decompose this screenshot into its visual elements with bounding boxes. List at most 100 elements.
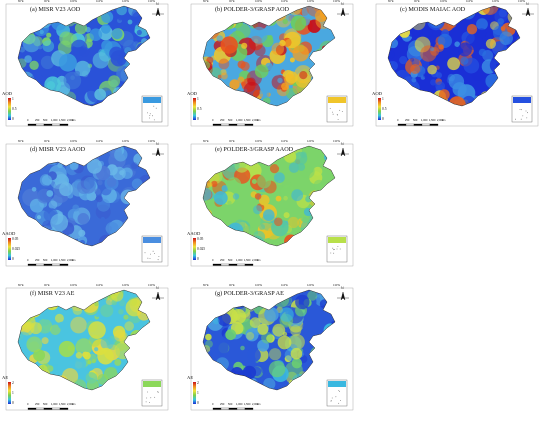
inset-fill — [143, 381, 161, 387]
inset-island — [341, 111, 343, 112]
scale-bar-segment — [228, 407, 238, 410]
scale-unit: km — [72, 259, 76, 262]
scale-unit: km — [257, 119, 261, 122]
china-outline — [17, 289, 151, 391]
map-svg — [5, 287, 169, 411]
scale-bar-segment — [244, 123, 254, 126]
inset-island — [520, 118, 522, 120]
inset-island — [154, 396, 156, 398]
scale-bar-segment — [35, 407, 45, 410]
scale-unit: km — [257, 259, 261, 262]
panel-title: (c) MODIS MAIAC AOD — [400, 6, 466, 13]
colorbar-tick: 2 — [12, 381, 14, 385]
colorbar — [8, 382, 11, 404]
scale-label: 1,500 — [59, 259, 66, 262]
colorbar-tick: 0.5 — [197, 107, 202, 111]
inset-island — [149, 402, 151, 403]
scale-label: 1,500 — [244, 403, 251, 406]
compass-icon — [522, 7, 534, 17]
scale-label: 250 — [35, 259, 40, 262]
lon-tick-label: 80°E — [18, 140, 24, 143]
scale-bar-segment — [236, 263, 246, 266]
map-frame — [5, 287, 169, 411]
lon-tick-label: 110°E — [96, 0, 103, 3]
inset-island — [149, 117, 150, 119]
lon-tick-label: 90°E — [44, 0, 50, 3]
inset-island — [147, 112, 149, 114]
colorbar-tick: 0 — [12, 401, 14, 405]
scale-label: 250 — [35, 403, 40, 406]
inset-fill — [328, 381, 346, 387]
scale-label: 1,000 — [236, 119, 243, 122]
scale-label: 1,000 — [51, 403, 58, 406]
inset-island — [147, 391, 148, 393]
scale-unit: km — [257, 403, 261, 406]
scale-label: 0 — [212, 259, 214, 262]
scale-bar-segment — [236, 407, 246, 410]
lon-tick-label: 90°E — [229, 0, 235, 3]
map-svg — [190, 143, 354, 267]
map-panel-c: (c) MODIS MAIAC AOD AOD 1 0.5 0 0 250 500 1,000 1… — [370, 0, 540, 130]
inset-island — [335, 396, 337, 398]
colorbar-tick: 0.5 — [382, 107, 387, 111]
inset-island — [336, 248, 338, 250]
inset-island — [331, 397, 333, 399]
colorbar-tick: 1 — [12, 391, 14, 395]
scale-bar-segment — [228, 123, 238, 126]
compass-icon — [337, 291, 349, 301]
lon-tick-label: 100°E — [255, 284, 263, 287]
lon-tick-label: 80°E — [203, 284, 209, 287]
scale-bar-segment — [35, 263, 45, 266]
lon-tick-label: 130°E — [333, 140, 341, 143]
inset-island — [332, 113, 334, 115]
lon-tick-label: 120°E — [122, 0, 130, 3]
lon-tick-label: 120°E — [122, 284, 130, 287]
lon-tick-label: 130°E — [333, 0, 341, 3]
legend-label: AAOD — [2, 231, 16, 236]
lon-tick-label: 130°E — [148, 0, 156, 3]
colorbar-tick: 0.025 — [197, 247, 206, 251]
inset-island — [157, 391, 159, 393]
panel-title: (a) MISR V23 AOD — [30, 6, 81, 13]
scale-label: 1,000 — [421, 119, 428, 122]
inset-island — [149, 113, 151, 115]
inset-island — [338, 402, 340, 404]
scale-label: 500 — [43, 259, 48, 262]
scale-bar-segment — [212, 263, 222, 266]
scale-bar-segment — [35, 123, 45, 126]
legend-label: AOD — [372, 91, 382, 96]
lon-tick-label: 100°E — [255, 140, 263, 143]
scale-label: 2,000 — [67, 259, 74, 262]
map-svg — [190, 3, 354, 127]
compass-label: N — [341, 142, 344, 146]
inset-island — [332, 247, 334, 249]
legend-label: AE — [2, 375, 9, 380]
inset-island — [157, 259, 159, 261]
scale-label: 2,000 — [67, 403, 74, 406]
colorbar-tick: 0 — [12, 117, 14, 121]
scale-label: 1,500 — [244, 259, 251, 262]
inset-island — [520, 109, 522, 111]
lon-tick-label: 110°E — [281, 284, 288, 287]
scale-bar-segment — [244, 263, 254, 266]
map-frame — [190, 287, 354, 411]
scale-label: 250 — [220, 403, 225, 406]
scale-label: 0 — [212, 403, 214, 406]
inset-island — [339, 248, 341, 250]
panel-title: (g) POLDER-3/GRASP AE — [215, 290, 284, 297]
colorbar-tick: 0 — [197, 401, 199, 405]
compass-icon — [152, 147, 164, 157]
scale-bar-segment — [59, 123, 69, 126]
panel-title: (e) POLDER-3/GRASP AAOD — [215, 146, 294, 153]
legend-label: AOD — [187, 91, 197, 96]
colorbar-tick: 1 — [382, 97, 384, 101]
colorbar — [378, 98, 381, 120]
inset-fill — [328, 237, 346, 243]
scale-bar-segment — [397, 123, 407, 126]
colorbar-tick: 0.025 — [12, 247, 21, 251]
scale-bar-segment — [59, 263, 69, 266]
lon-tick-label: 100°E — [70, 284, 78, 287]
inset-island — [515, 118, 516, 120]
inset-island — [330, 252, 332, 254]
lon-tick-label: 130°E — [518, 0, 526, 3]
